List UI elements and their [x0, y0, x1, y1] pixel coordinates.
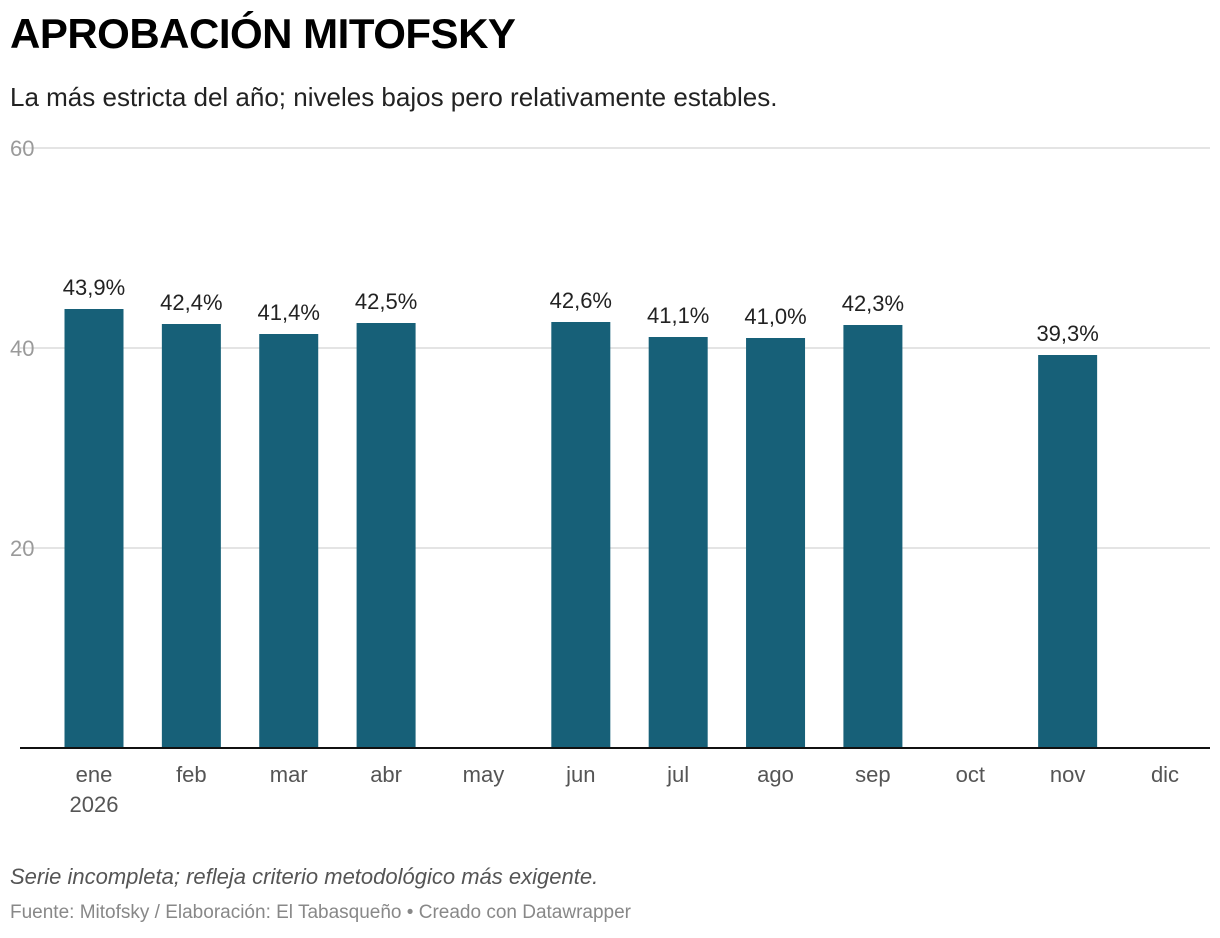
- bar: [551, 322, 611, 748]
- bar-value-label: 42,4%: [160, 290, 222, 315]
- x-tick-label: jul: [666, 762, 689, 787]
- x-tick-year-label: 2026: [70, 792, 119, 817]
- bar: [843, 325, 903, 748]
- bar-value-label: 42,6%: [550, 288, 612, 313]
- x-tick-label: jun: [565, 762, 595, 787]
- x-tick-label: abr: [370, 762, 402, 787]
- chart-subtitle: La más estricta del año; niveles bajos p…: [10, 82, 778, 112]
- chart-note: Serie incompleta; refleja criterio metod…: [10, 864, 599, 889]
- x-tick-label: mar: [270, 762, 308, 787]
- x-tick-label: feb: [176, 762, 207, 787]
- bar-value-label: 42,5%: [355, 289, 417, 314]
- bar: [356, 323, 416, 748]
- y-tick-label: 40: [10, 336, 34, 361]
- x-tick-label: dic: [1151, 762, 1179, 787]
- x-tick-label: nov: [1050, 762, 1085, 787]
- credit-text: Creado con Datawrapper: [418, 902, 632, 923]
- bar-value-label: 42,3%: [842, 291, 904, 316]
- bar-value-label: 39,3%: [1036, 321, 1098, 346]
- x-tick-label: oct: [956, 762, 985, 787]
- bar: [1038, 355, 1098, 748]
- bar-chart: 20 40 60 43,9% ene 2026 42,4% feb 41,4% mar 42,5% a…: [10, 136, 1210, 817]
- chart-source: Fuente: Mitofsky / Elaboración: El Tabas…: [10, 902, 631, 924]
- bar-value-label: 43,9%: [63, 275, 125, 300]
- x-tick-label: ago: [757, 762, 794, 787]
- bar-value-label: 41,0%: [744, 304, 806, 329]
- source-text: Fuente: Mitofsky / Elaboración: El Tabas…: [10, 902, 402, 923]
- x-tick-label: sep: [855, 762, 890, 787]
- bar: [746, 338, 806, 748]
- x-tick-label: ene: [76, 762, 113, 787]
- bar: [648, 337, 708, 748]
- bar-value-label: 41,1%: [647, 303, 709, 328]
- source-separator: •: [401, 902, 419, 923]
- x-tick-label: may: [463, 762, 505, 787]
- y-tick-label: 20: [10, 536, 34, 561]
- bar: [161, 324, 221, 748]
- bar: [64, 309, 124, 748]
- y-tick-label: 60: [10, 136, 34, 161]
- bar: [259, 334, 319, 748]
- bar-value-label: 41,4%: [258, 300, 320, 325]
- chart-title: APROBACIÓN MITOFSKY: [10, 10, 516, 57]
